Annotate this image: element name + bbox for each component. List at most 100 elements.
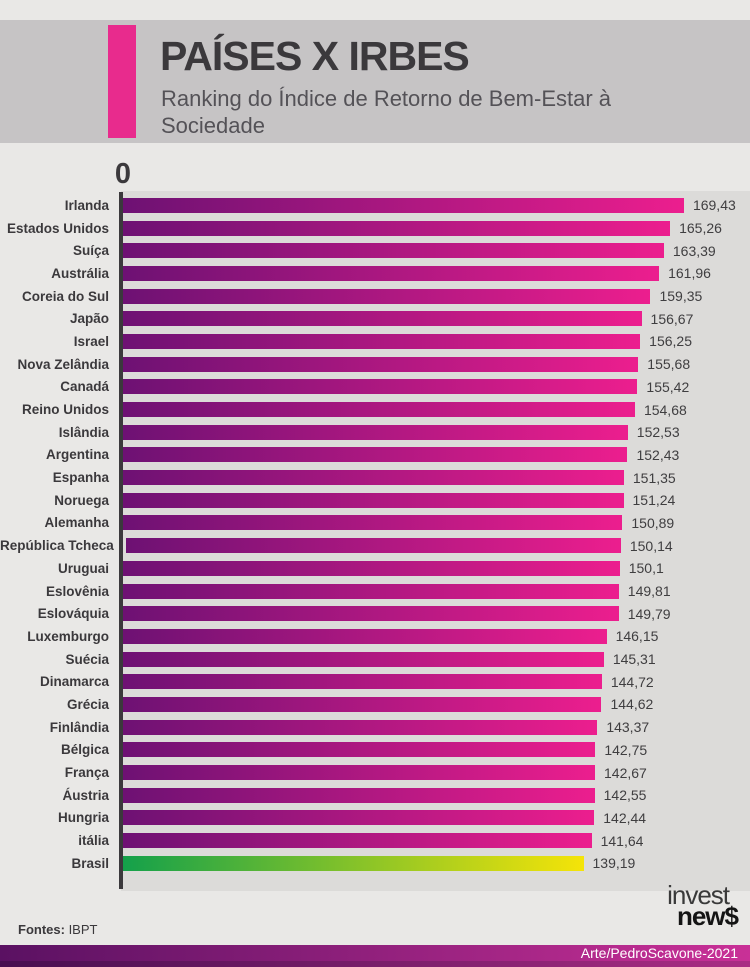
bar-row: Finlândia 143,37 <box>0 716 750 739</box>
value-label: 143,37 <box>606 719 650 736</box>
country-label: Dinamarca <box>39 674 109 690</box>
value-label: 145,31 <box>612 651 656 668</box>
value-label: 155,42 <box>646 378 690 395</box>
bar <box>121 379 638 395</box>
bar-track: 142,55 <box>121 787 750 804</box>
country-label: Suíça <box>72 243 109 259</box>
bar-row: Grécia 144,62 <box>0 693 750 716</box>
value-label: 149,79 <box>627 605 671 622</box>
value-label: 146,15 <box>615 628 659 645</box>
bar-row: Austrália 161,96 <box>0 262 750 285</box>
logo-line1: invest <box>667 880 730 910</box>
value-label: 150,89 <box>631 514 675 531</box>
value-label: 142,67 <box>604 764 647 781</box>
bar <box>121 492 624 508</box>
value-label: 152,43 <box>636 446 680 463</box>
country-label: Argentina <box>45 447 109 463</box>
accent-bar <box>108 25 136 138</box>
header: PAÍSES X IRBES Ranking do Índice de Reto… <box>0 20 750 143</box>
value-label: 150,1 <box>628 560 664 577</box>
bar <box>121 583 619 599</box>
country-label: Irlanda <box>64 197 109 213</box>
country-label: Japão <box>69 311 109 327</box>
bar-row: itália 141,64 <box>0 829 750 852</box>
country-label: França <box>64 765 109 781</box>
country-label: Alemanha <box>44 515 109 531</box>
country-label: Grécia <box>66 696 109 712</box>
bar-track: 144,72 <box>121 673 750 690</box>
bar-row: Espanha 151,35 <box>0 466 750 489</box>
value-label: 159,35 <box>659 288 703 305</box>
bar-row: Dinamarca 144,72 <box>0 670 750 693</box>
country-label: Áustria <box>62 787 109 803</box>
bar <box>121 742 596 758</box>
bar <box>121 765 595 781</box>
bar <box>121 470 624 486</box>
bar-track: 159,35 <box>121 288 750 305</box>
bar-row: Uruguai 150,1 <box>0 557 750 580</box>
bar-row: Canadá 155,42 <box>0 376 750 399</box>
bar-track: 155,42 <box>121 378 750 395</box>
value-label: 152,53 <box>636 424 680 441</box>
value-label: 163,39 <box>672 242 716 259</box>
bar-track: 150,89 <box>121 514 750 531</box>
country-label: Israel <box>73 333 109 349</box>
value-label: 154,68 <box>643 401 687 418</box>
value-label: 142,55 <box>603 787 647 804</box>
sources-value: IBPT <box>64 922 98 937</box>
credit-band-bottom-strip <box>0 961 750 967</box>
bar <box>125 538 621 554</box>
bar <box>121 311 642 327</box>
value-label: 144,72 <box>610 673 654 690</box>
bar <box>121 333 641 349</box>
credit-text: Arte/PedroScavone-2021 <box>580 945 738 961</box>
sources-text: Fontes: IBPT <box>18 922 97 937</box>
country-label: Luxemburgo <box>27 628 109 644</box>
bar <box>121 787 595 803</box>
bar <box>121 810 595 826</box>
country-label: Eslovênia <box>45 583 109 599</box>
bar-row: Bélgica 142,75 <box>0 739 750 762</box>
bar-track: 146,15 <box>121 628 750 645</box>
bar-row: Hungria 142,44 <box>0 807 750 830</box>
bar-track: 139,19 <box>121 855 750 871</box>
bar-row: Luxemburgo 146,15 <box>0 625 750 648</box>
value-label: 142,44 <box>603 809 647 826</box>
bar-row: Argentina 152,43 <box>0 444 750 467</box>
bar-row: Islândia 152,53 <box>0 421 750 444</box>
country-label: Coreia do Sul <box>21 288 109 304</box>
bar <box>121 628 607 644</box>
bar-row: Eslovênia 149,81 <box>0 580 750 603</box>
bar-row: Israel 156,25 <box>0 330 750 353</box>
bar-track: 149,79 <box>121 605 750 622</box>
bar-track: 156,67 <box>121 310 750 327</box>
bar <box>121 833 592 849</box>
country-label: Bélgica <box>60 742 109 758</box>
country-label: itália <box>78 833 109 849</box>
country-label: Islândia <box>58 424 109 440</box>
bar-track: 152,53 <box>121 424 750 441</box>
bar-track: 151,35 <box>121 470 750 486</box>
country-label: Finlândia <box>49 719 109 735</box>
country-label: Canadá <box>60 379 109 395</box>
value-label: 165,26 <box>679 220 722 237</box>
bar <box>121 356 639 372</box>
bar-track: 150,1 <box>121 560 750 577</box>
sources-label: Fontes: <box>18 922 65 937</box>
bar <box>121 447 628 463</box>
value-label: 150,14 <box>629 537 673 554</box>
bar-row: Japão 156,67 <box>0 307 750 330</box>
bar <box>121 515 623 531</box>
value-label: 155,68 <box>647 356 691 373</box>
value-label: 156,67 <box>650 310 694 327</box>
bar <box>121 674 602 690</box>
bar-track: 141,64 <box>121 833 750 849</box>
value-label: 161,96 <box>668 265 711 282</box>
value-label: 156,25 <box>649 333 692 350</box>
bar <box>121 719 598 735</box>
bar-row: República Tcheca 150,14 <box>0 534 750 557</box>
country-label: Nova Zelândia <box>17 356 109 372</box>
country-label: República Tcheca <box>0 538 114 554</box>
bar-row: Brasil 139,19 <box>0 852 750 875</box>
